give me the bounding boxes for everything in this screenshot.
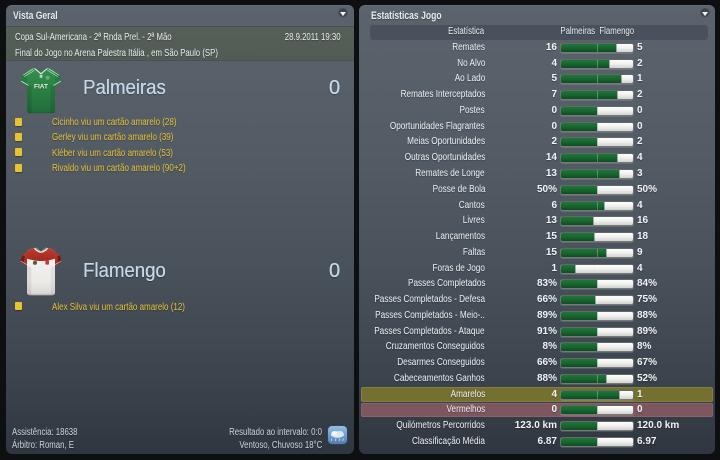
svg-text:FIAT: FIAT [34,84,48,91]
